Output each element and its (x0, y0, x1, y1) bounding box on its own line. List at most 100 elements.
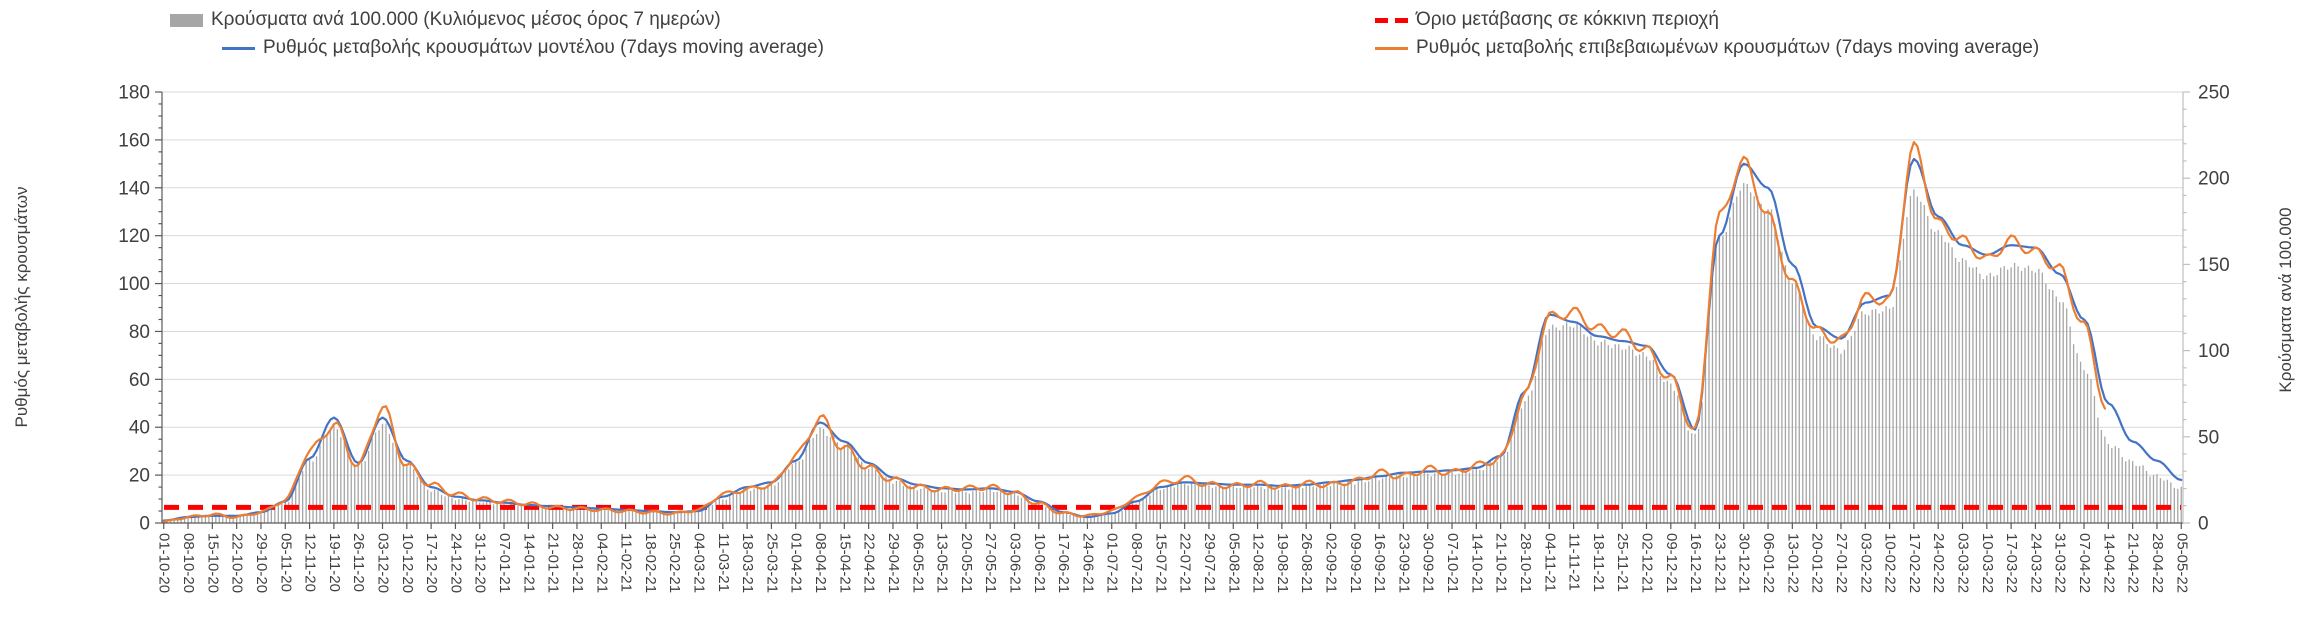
x-axis-tick-label: 09-12-21 (1663, 533, 1680, 593)
x-axis-tick-label: 06-01-22 (1760, 533, 1777, 593)
x-axis-tick-label: 21-04-22 (2125, 533, 2142, 593)
x-axis-tick-label: 25-02-21 (666, 533, 683, 593)
x-axis-tick-label: 07-04-22 (2076, 533, 2093, 593)
x-axis-tick-label: 31-03-22 (2052, 533, 2069, 593)
right-axis-title: Κρούσματα ανά 100.000 (2276, 207, 2295, 393)
x-axis-tick-label: 12-11-20 (302, 533, 319, 592)
x-axis-tick-label: 02-09-21 (1323, 533, 1340, 593)
x-axis-tick-label: 29-07-21 (1201, 533, 1218, 593)
x-axis-tick-label: 07-01-21 (496, 533, 513, 593)
x-axis-tick-label: 01-04-21 (788, 533, 805, 593)
x-axis-tick-label: 26-11-20 (350, 533, 367, 592)
x-axis-tick-label: 17-12-20 (423, 533, 440, 593)
left-axis-tick-label: 20 (129, 466, 150, 487)
x-axis-tick-label: 07-10-21 (1444, 533, 1461, 593)
x-axis-tick-label: 02-12-21 (1639, 533, 1656, 593)
orange-line-swatch-icon (1375, 46, 1408, 50)
right-axis-ticks: 0 50 100 150 200 250 (2183, 83, 2230, 535)
legend-item-model-rate: Ρυθμός μεταβολής κρουσμάτων μοντέλου (7d… (222, 37, 824, 59)
legend-item-confirmed-rate: Ρυθμός μεταβολής επιβεβαιωμένων κρουσμάτ… (1375, 37, 2039, 59)
x-axis-tick-label: 26-08-21 (1298, 533, 1315, 593)
x-axis-tick-label: 30-09-21 (1420, 533, 1437, 593)
left-axis-title: Ρυθμός μεταβολής κρουσμάτων (12, 186, 31, 428)
x-axis-tick-label: 23-09-21 (1395, 533, 1412, 593)
x-axis-tick-label: 03-06-21 (1007, 533, 1024, 593)
x-axis-tick-label: 17-06-21 (1055, 533, 1072, 593)
x-axis-tick-label: 12-08-21 (1250, 533, 1267, 593)
x-axis-tick-label: 10-06-21 (1031, 533, 1048, 593)
right-axis-tick-label: 150 (2198, 255, 2230, 276)
x-axis-tick-label: 08-10-20 (180, 533, 197, 593)
x-axis-tick-label: 19-08-21 (1274, 533, 1291, 593)
red-dash-swatch-icon (1375, 17, 1408, 23)
left-axis-tick-label: 140 (118, 178, 150, 199)
x-axis-ticks: 01-10-20 08-10-20 15-10-20 22-10-20 29-10-20… (156, 523, 2190, 593)
x-axis-tick-label: 03-03-22 (1955, 533, 1972, 593)
x-axis-tick-label: 28-10-21 (1517, 533, 1534, 593)
x-axis-tick-label: 03-12-20 (375, 533, 392, 593)
x-axis-tick-label: 14-01-21 (520, 533, 537, 593)
x-axis-tick-label: 10-12-20 (399, 533, 416, 593)
x-axis-tick-label: 19-11-20 (326, 533, 343, 592)
x-axis-tick-label: 29-04-21 (885, 533, 902, 593)
x-axis-tick-label: 21-01-21 (545, 533, 562, 593)
x-axis-tick-label: 13-01-22 (1784, 533, 1801, 593)
x-axis-tick-label: 28-04-22 (2149, 533, 2166, 593)
right-axis-tick-label: 100 (2198, 341, 2230, 362)
axes (161, 92, 2184, 524)
x-axis-tick-label: 18-11-21 (1590, 533, 1607, 592)
x-axis-tick-label: 04-11-21 (1541, 533, 1558, 592)
x-axis-tick-label: 27-01-22 (1833, 533, 1850, 593)
left-axis-tick-label: 100 (118, 274, 150, 295)
x-axis-tick-label: 25-11-21 (1614, 533, 1631, 592)
legend-label: Όριο μετάβασης σε κόκκινη περιοχή (1416, 9, 1719, 30)
x-axis-tick-label: 16-09-21 (1371, 533, 1388, 593)
x-axis-tick-label: 03-02-22 (1857, 533, 1874, 593)
x-axis-tick-label: 24-03-22 (2027, 533, 2044, 593)
x-axis-tick-label: 01-07-21 (1104, 533, 1121, 593)
x-axis-tick-label: 18-03-21 (739, 533, 756, 593)
x-axis-tick-label: 20-01-22 (1809, 533, 1826, 593)
x-axis-tick-label: 10-02-22 (1882, 533, 1899, 593)
right-axis-tick-label: 250 (2198, 83, 2230, 104)
right-axis-tick-label: 0 (2198, 514, 2209, 535)
x-axis-tick-label: 21-10-21 (1493, 533, 1510, 593)
x-axis-tick-label: 11-02-21 (618, 533, 635, 592)
x-axis-tick-label: 20-05-21 (958, 533, 975, 593)
x-axis-tick-label: 08-04-21 (812, 533, 829, 593)
bar-swatch-icon (170, 13, 203, 27)
x-axis-tick-label: 22-10-20 (229, 533, 246, 593)
x-axis-tick-label: 18-02-21 (642, 533, 659, 593)
legend-label: Κρούσματα ανά 100.000 (Κυλιόμενος μέσος … (211, 9, 721, 30)
x-axis-tick-label: 22-07-21 (1177, 533, 1194, 593)
x-axis-tick-label: 24-06-21 (1079, 533, 1096, 593)
x-axis-tick-label: 04-03-21 (691, 533, 708, 593)
x-axis-tick-label: 15-07-21 (1152, 533, 1169, 593)
confirmed-rate-line (162, 141, 2106, 523)
legend-item-cases-per-100k: Κρούσματα ανά 100.000 (Κυλιόμενος μέσος … (170, 9, 721, 31)
x-axis-tick-label: 01-10-20 (156, 533, 173, 593)
x-axis-tick-label: 17-03-22 (2003, 533, 2020, 593)
left-axis-tick-label: 160 (118, 130, 150, 151)
x-axis-tick-label: 29-10-20 (253, 533, 270, 593)
x-axis-tick-label: 06-05-21 (909, 533, 926, 593)
x-axis-tick-label: 05-11-20 (277, 533, 294, 592)
x-axis-tick-label: 05-05-22 (2173, 533, 2190, 593)
left-axis-tick-label: 180 (118, 83, 150, 104)
x-axis-tick-label: 11-11-21 (1566, 533, 1583, 591)
x-axis-tick-label: 22-04-21 (861, 533, 878, 593)
x-axis-tick-label: 14-10-21 (1468, 533, 1485, 593)
x-axis-tick-label: 31-12-20 (472, 533, 489, 593)
left-axis-tick-label: 80 (129, 322, 150, 343)
left-axis-tick-label: 0 (139, 514, 150, 535)
legend-label: Ρυθμός μεταβολής επιβεβαιωμένων κρουσμάτ… (1416, 37, 2040, 58)
x-axis-tick-label: 25-03-21 (763, 533, 780, 593)
bars-cases-per-100k (163, 182, 2182, 524)
gridlines (162, 91, 2183, 476)
x-axis-tick-label: 11-03-21 (715, 533, 732, 592)
left-axis-tick-label: 120 (118, 226, 150, 247)
x-axis-tick-label: 10-03-22 (1979, 533, 1996, 593)
left-axis-ticks: 0 20 40 60 80 100 120 140 160 180 (118, 83, 162, 535)
